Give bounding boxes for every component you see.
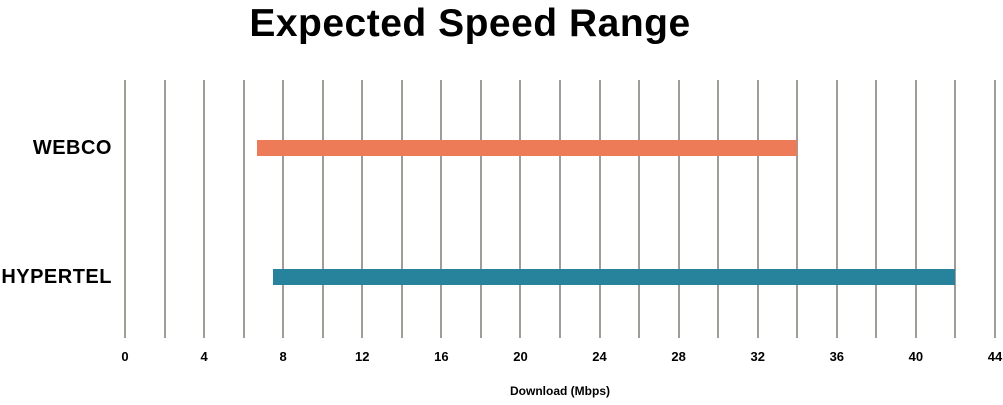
x-tick-label: 12 (355, 349, 370, 364)
x-tick-label: 8 (279, 349, 287, 364)
gridline (598, 80, 601, 338)
gridline (875, 80, 878, 338)
x-tick-label: 40 (908, 349, 924, 364)
gridline (717, 80, 720, 338)
gridline (638, 80, 641, 338)
gridline (242, 80, 245, 338)
gridline (479, 80, 482, 338)
range-bar-webco (257, 139, 798, 156)
chart-title: Expected Speed Range (249, 2, 691, 45)
x-tick-label: 44 (987, 349, 1003, 364)
x-tick-label: 0 (121, 349, 129, 364)
gridline (756, 80, 759, 338)
gridline (203, 80, 206, 338)
gridline (914, 80, 917, 338)
gridline (321, 80, 324, 338)
gridline (559, 80, 561, 338)
gridline (835, 80, 838, 338)
x-tick-label: 36 (829, 349, 845, 364)
category-label-webco: WEBCO (32, 136, 112, 159)
x-tick-label: 4 (200, 349, 208, 364)
x-tick-label: 16 (434, 349, 449, 364)
gridline (400, 80, 403, 338)
x-axis-label: Download (Mbps) (510, 384, 610, 398)
gridline (954, 80, 957, 338)
gridline (440, 80, 443, 338)
gridline (124, 80, 126, 338)
category-label-hypertel: HYPERTEL (1, 265, 112, 288)
gridline (994, 80, 996, 338)
gridline (282, 80, 285, 338)
x-tick-label: 24 (592, 349, 607, 364)
gridline (519, 80, 522, 338)
x-tick-label: 20 (513, 349, 528, 364)
gridline (361, 80, 364, 338)
x-tick-label: 32 (750, 349, 765, 364)
gridline (677, 80, 680, 338)
plot-area (124, 80, 996, 338)
range-bar-hypertel (273, 268, 956, 285)
x-tick-label: 28 (671, 349, 686, 364)
gridline (163, 80, 166, 338)
gridline (796, 80, 799, 338)
